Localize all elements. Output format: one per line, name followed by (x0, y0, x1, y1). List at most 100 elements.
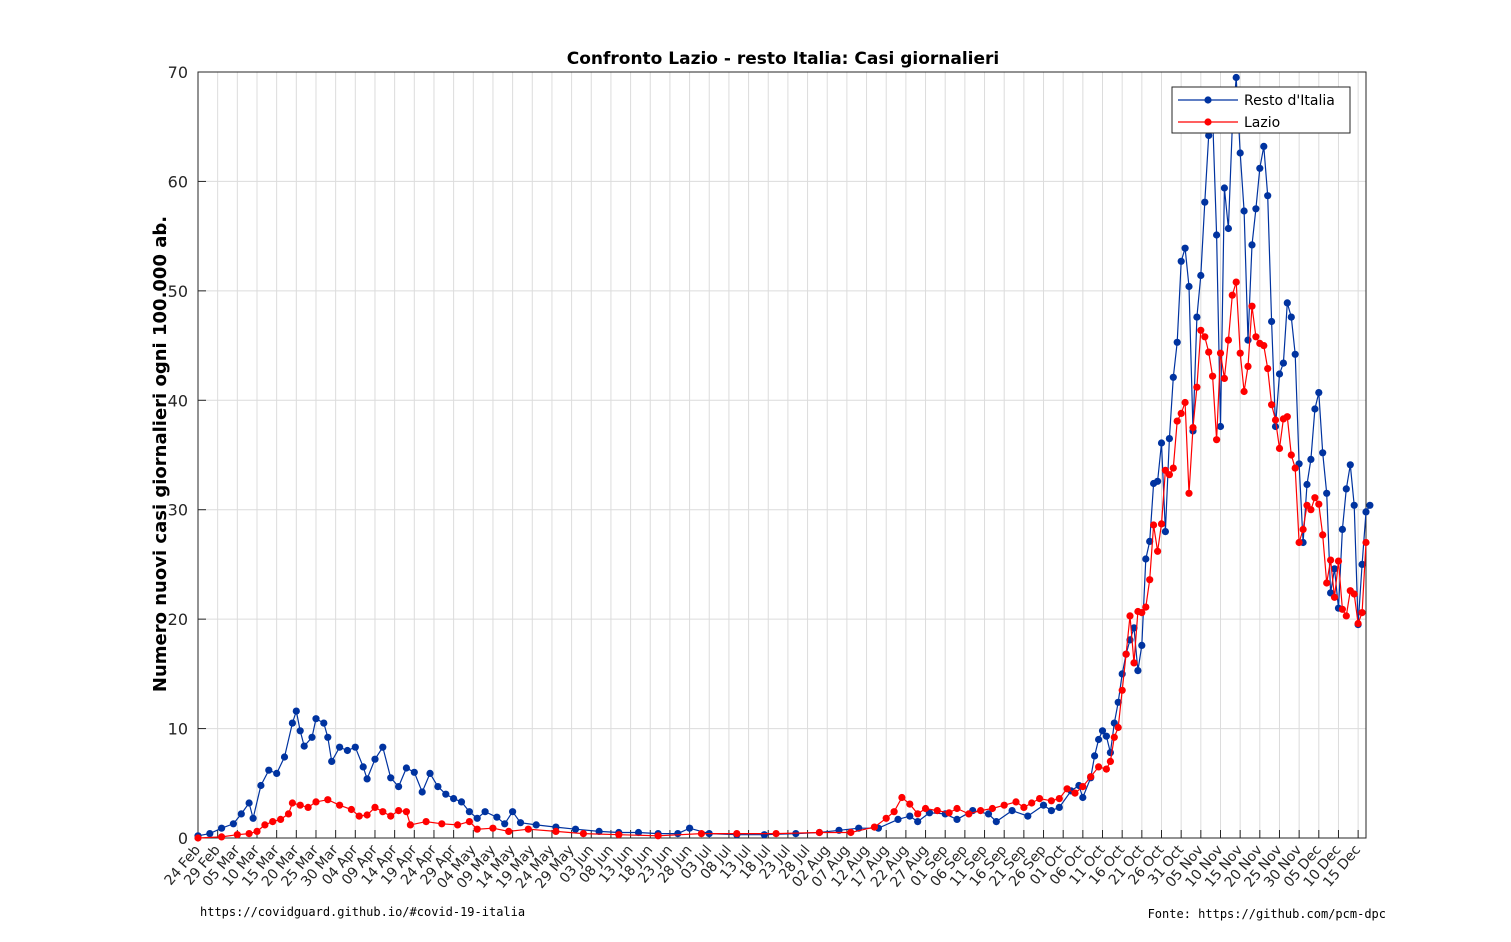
data-point (953, 804, 961, 813)
data-point (1071, 789, 1079, 797)
data-point (261, 821, 269, 829)
data-point (1098, 727, 1107, 735)
legend-swatch-marker (1204, 96, 1212, 104)
data-point (1358, 609, 1366, 617)
data-point (1095, 735, 1103, 744)
data-point (1283, 413, 1291, 421)
data-point (992, 818, 1000, 826)
data-point (320, 719, 328, 727)
y-tick-label: 60 (168, 172, 188, 191)
data-point (273, 769, 281, 778)
data-point (473, 814, 481, 822)
data-point (1185, 282, 1193, 291)
data-point (508, 808, 517, 816)
data-point (894, 815, 902, 824)
data-point (1358, 560, 1366, 569)
data-point (465, 818, 473, 826)
data-point (1275, 370, 1284, 378)
data-point (898, 793, 906, 802)
data-point (288, 719, 296, 727)
data-point (1240, 387, 1248, 396)
data-point (984, 810, 993, 818)
data-point (312, 715, 320, 723)
data-point (1173, 417, 1181, 425)
data-point (292, 707, 300, 715)
data-point (454, 821, 462, 829)
data-point (1012, 798, 1020, 806)
data-point (324, 796, 332, 804)
data-point (1102, 732, 1110, 740)
data-point (1055, 795, 1063, 803)
data-point (1252, 333, 1260, 341)
data-point (1201, 198, 1209, 206)
data-point (1216, 349, 1225, 357)
data-point (1260, 342, 1268, 350)
data-point (1244, 336, 1252, 344)
data-point (1232, 73, 1240, 82)
data-point (1287, 451, 1295, 459)
data-point (1087, 773, 1095, 781)
data-point (552, 827, 560, 836)
data-point (1209, 372, 1217, 380)
data-point (870, 823, 879, 831)
data-point (422, 818, 430, 826)
data-point (772, 830, 780, 838)
data-point (363, 775, 371, 783)
data-point (1291, 464, 1299, 472)
data-point (1079, 783, 1087, 791)
data-point (1256, 164, 1264, 172)
data-point (1102, 765, 1110, 773)
data-point (233, 831, 241, 839)
data-point (1334, 557, 1343, 565)
data-point (1220, 374, 1228, 382)
data-point (1201, 333, 1209, 341)
data-point (1165, 471, 1173, 479)
data-point (1024, 812, 1032, 820)
data-point (328, 757, 336, 766)
data-point (481, 808, 489, 816)
y-tick-label: 20 (168, 610, 188, 629)
data-point (465, 808, 473, 816)
data-point (965, 810, 973, 818)
data-point (674, 830, 682, 838)
data-point (434, 783, 442, 791)
data-point (1311, 405, 1319, 413)
data-point (1350, 590, 1358, 598)
data-point (1000, 801, 1008, 809)
data-point (336, 801, 344, 809)
data-point (906, 812, 914, 820)
data-point (1142, 603, 1150, 611)
data-point (296, 727, 304, 735)
data-point (595, 827, 603, 836)
data-point (1157, 520, 1166, 528)
data-point (1350, 501, 1358, 509)
data-point (1236, 149, 1244, 157)
data-point (890, 808, 898, 816)
data-point (218, 833, 226, 841)
data-point (1185, 489, 1193, 497)
data-point (733, 830, 741, 838)
data-point (442, 790, 450, 798)
data-point (1342, 485, 1350, 493)
data-point (1366, 501, 1374, 509)
data-point (1271, 422, 1280, 431)
data-point (1169, 373, 1177, 381)
data-point (395, 807, 403, 815)
data-point (1177, 409, 1185, 417)
legend: Resto d'Italia Lazio (1171, 86, 1351, 134)
data-point (1110, 733, 1118, 741)
data-point (1205, 348, 1213, 356)
data-point (1161, 528, 1169, 536)
data-point (395, 783, 403, 791)
data-point (1114, 723, 1122, 732)
data-point (1232, 278, 1240, 286)
data-point (253, 827, 261, 836)
data-point (1354, 619, 1362, 628)
data-point (1362, 508, 1370, 516)
data-point (1283, 299, 1291, 307)
data-point (1130, 659, 1138, 667)
data-point (1193, 313, 1201, 321)
data-point (914, 810, 922, 818)
data-point (347, 805, 355, 814)
